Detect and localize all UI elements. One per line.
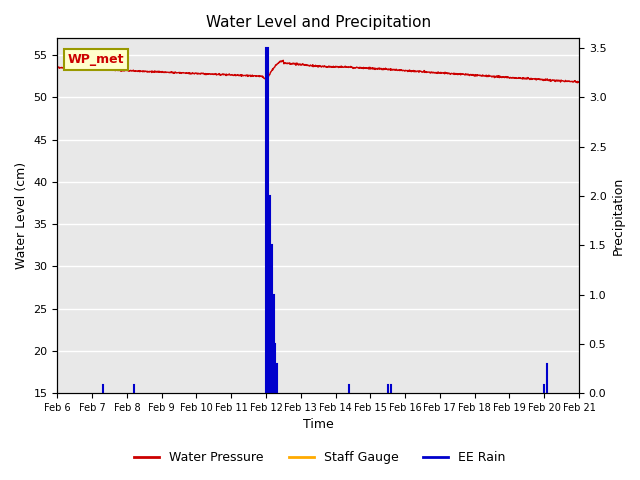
Title: Water Level and Precipitation: Water Level and Precipitation (205, 15, 431, 30)
Line: Water Pressure: Water Pressure (58, 60, 579, 83)
X-axis label: Time: Time (303, 419, 333, 432)
Text: WP_met: WP_met (68, 53, 124, 66)
Legend: Water Pressure, Staff Gauge, EE Rain: Water Pressure, Staff Gauge, EE Rain (129, 446, 511, 469)
Water Pressure (94, 66, 102, 72)
Water Pressure (351, 65, 358, 71)
Water Pressure (280, 58, 287, 63)
Y-axis label: Water Level (cm): Water Level (cm) (15, 162, 28, 269)
Water Pressure (54, 64, 61, 70)
Water Pressure (115, 68, 123, 73)
Water Pressure (275, 60, 282, 66)
Water Pressure (575, 79, 583, 85)
Water Pressure (286, 61, 294, 67)
Y-axis label: Precipitation: Precipitation (612, 177, 625, 255)
Water Pressure (573, 80, 581, 86)
Water Pressure (296, 61, 303, 67)
